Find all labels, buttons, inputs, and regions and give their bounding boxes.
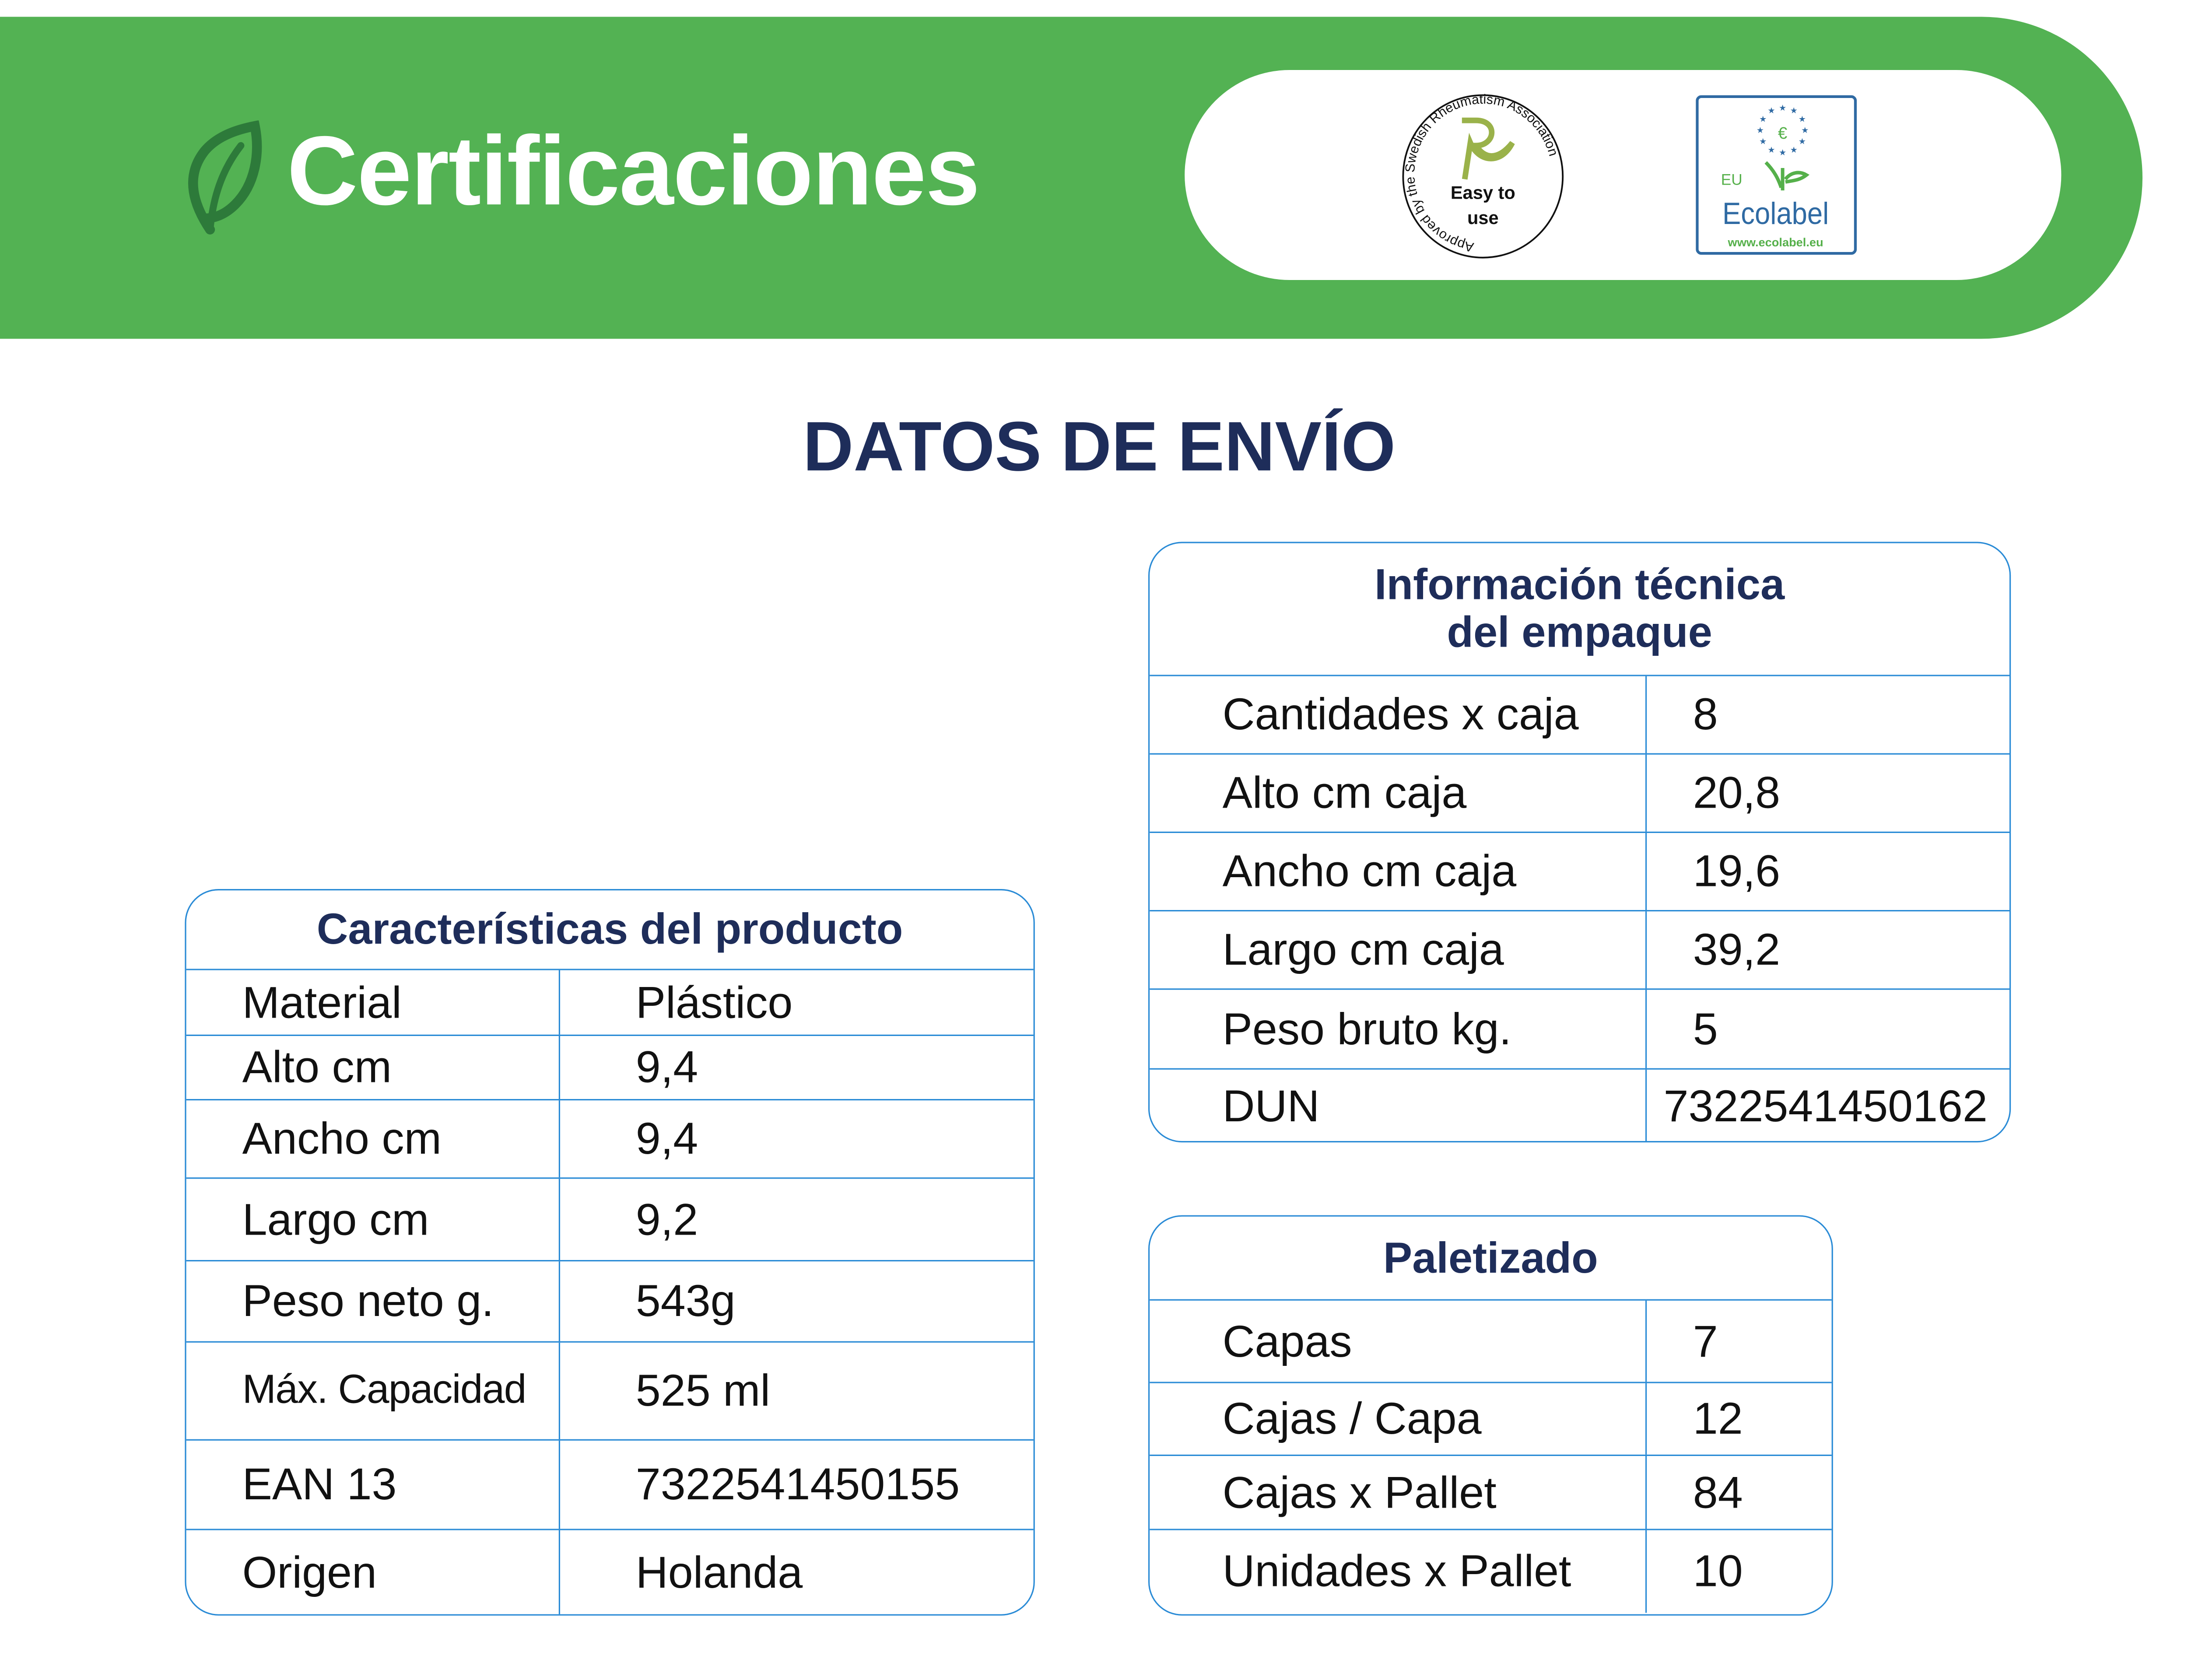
row-value: 39,2 bbox=[1693, 924, 1781, 975]
svg-text:★: ★ bbox=[1779, 147, 1786, 158]
row-value: 7322541450162 bbox=[1663, 1080, 1988, 1130]
row-label: Peso bruto kg. bbox=[1150, 990, 1647, 1068]
rheumatism-association-seal: Approved by the Swedish Rheumatism Assoc… bbox=[1402, 92, 1564, 259]
product-characteristics-table: Características del producto Material Plá… bbox=[185, 889, 1035, 1616]
row-label: Largo cm bbox=[186, 1179, 561, 1260]
row-value: 9,4 bbox=[635, 1113, 698, 1164]
leaf-icon bbox=[188, 120, 262, 235]
svg-text:use: use bbox=[1467, 207, 1499, 228]
table-row: Largo cm 9,2 bbox=[186, 1179, 1034, 1262]
page-title: Certificaciones bbox=[287, 116, 980, 226]
table-title: Información técnica del empaque bbox=[1150, 543, 2009, 676]
svg-text:★: ★ bbox=[1767, 145, 1775, 155]
svg-text:★: ★ bbox=[1790, 105, 1798, 116]
row-value: 10 bbox=[1693, 1545, 1743, 1596]
table-row: Origen Holanda bbox=[186, 1530, 1034, 1614]
row-label: Material bbox=[186, 970, 561, 1035]
table-title: Características del producto bbox=[186, 890, 1034, 970]
row-value: 20,8 bbox=[1693, 767, 1781, 818]
row-label: Ancho cm bbox=[186, 1100, 561, 1178]
row-label: Ancho cm caja bbox=[1150, 833, 1647, 910]
row-value: 84 bbox=[1693, 1466, 1743, 1517]
table-row: Ancho cm caja 19,6 bbox=[1150, 833, 2009, 912]
row-label: Cantidades x caja bbox=[1150, 676, 1647, 753]
row-value: Plástico bbox=[635, 976, 793, 1027]
row-label: Capas bbox=[1150, 1300, 1647, 1382]
row-value: 12 bbox=[1693, 1393, 1743, 1444]
table-row: DUN 7322541450162 bbox=[1150, 1069, 2009, 1141]
pallet-table: Paletizado Capas 7 Cajas / Capa 12 Cajas x… bbox=[1148, 1215, 1833, 1616]
svg-text:€: € bbox=[1778, 124, 1787, 143]
svg-text:EU: EU bbox=[1721, 171, 1743, 188]
packaging-info-table: Información técnica del empaque Cantidad… bbox=[1148, 542, 2011, 1143]
svg-text:★: ★ bbox=[1759, 114, 1767, 124]
row-value: 525 ml bbox=[635, 1365, 771, 1416]
svg-text:★: ★ bbox=[1801, 125, 1809, 135]
section-title: DATOS DE ENVÍO bbox=[803, 407, 1396, 486]
svg-text:Easy to: Easy to bbox=[1451, 182, 1515, 203]
row-value: 9,4 bbox=[635, 1041, 698, 1092]
table-row: Peso bruto kg. 5 bbox=[1150, 990, 2009, 1070]
row-value: 19,6 bbox=[1693, 845, 1781, 896]
table-title: Paletizado bbox=[1150, 1217, 1832, 1301]
row-label: Máx. Capacidad bbox=[186, 1342, 561, 1439]
row-value: 9,2 bbox=[635, 1194, 698, 1244]
row-label: Origen bbox=[186, 1530, 561, 1614]
row-value: 7 bbox=[1693, 1315, 1718, 1366]
row-label: Largo cm caja bbox=[1150, 911, 1647, 989]
row-label: Cajas / Capa bbox=[1150, 1383, 1647, 1455]
svg-text:★: ★ bbox=[1759, 136, 1767, 147]
svg-text:★: ★ bbox=[1757, 125, 1764, 135]
certifications-panel bbox=[1185, 70, 2062, 280]
table-row: EAN 13 7322541450155 bbox=[186, 1440, 1034, 1530]
table-title-line1: Información técnica bbox=[1375, 560, 1785, 609]
row-value: 8 bbox=[1693, 689, 1718, 739]
row-value: 543g bbox=[635, 1275, 736, 1326]
row-value: 5 bbox=[1693, 1003, 1718, 1054]
svg-text:www.ecolabel.eu: www.ecolabel.eu bbox=[1728, 235, 1823, 249]
table-row: Capas 7 bbox=[1150, 1300, 1832, 1383]
row-label: Alto cm caja bbox=[1150, 754, 1647, 832]
table-row: Cajas / Capa 12 bbox=[1150, 1383, 1832, 1456]
table-row: Unidades x Pallet 10 bbox=[1150, 1530, 1831, 1613]
svg-text:★: ★ bbox=[1767, 105, 1775, 116]
row-label: EAN 13 bbox=[186, 1440, 561, 1529]
table-row: Ancho cm 9,4 bbox=[186, 1100, 1034, 1179]
svg-text:★: ★ bbox=[1799, 114, 1806, 124]
row-value: Holanda bbox=[635, 1546, 803, 1597]
table-row: Material Plástico bbox=[186, 970, 1034, 1036]
row-label: Peso neto g. bbox=[186, 1261, 561, 1341]
svg-text:Ecolabel: Ecolabel bbox=[1722, 196, 1829, 231]
eu-ecolabel-logo: ★ ★★★★★★★★★★★ € EU Ecolabel www.ecolabel.… bbox=[1696, 95, 1857, 255]
table-title-line2: del empaque bbox=[1447, 607, 1712, 657]
row-label: Alto cm bbox=[186, 1036, 561, 1099]
table-row: Cajas x Pallet 84 bbox=[1150, 1456, 1832, 1530]
table-row: Máx. Capacidad 525 ml bbox=[186, 1342, 1034, 1441]
table-row: Cantidades x caja 8 bbox=[1150, 676, 2009, 755]
table-row: Alto cm 9,4 bbox=[186, 1036, 1034, 1101]
svg-text:★: ★ bbox=[1790, 145, 1798, 155]
table-row: Alto cm caja 20,8 bbox=[1150, 754, 2009, 833]
table-row: Peso neto g. 543g bbox=[186, 1261, 1034, 1343]
table-row: Largo cm caja 39,2 bbox=[1150, 911, 2009, 990]
row-label: Cajas x Pallet bbox=[1150, 1456, 1647, 1529]
row-label: Unidades x Pallet bbox=[1150, 1530, 1647, 1613]
row-label: DUN bbox=[1150, 1069, 1647, 1141]
svg-text:★: ★ bbox=[1799, 136, 1806, 147]
svg-text:★: ★ bbox=[1779, 103, 1786, 113]
row-value: 7322541450155 bbox=[635, 1459, 960, 1509]
